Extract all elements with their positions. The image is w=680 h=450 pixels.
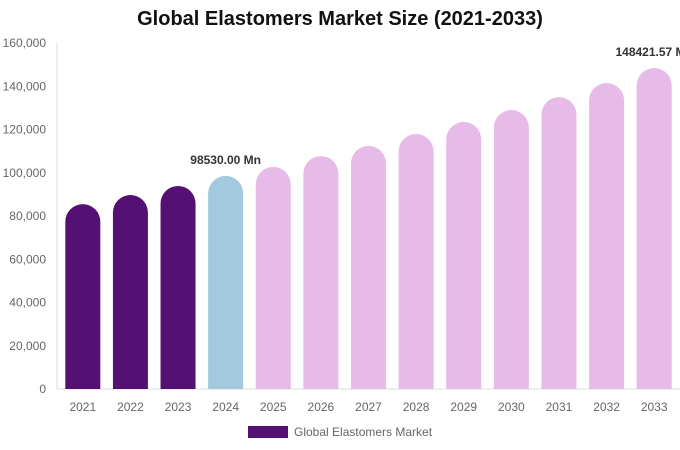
x-tick-label: 2023 — [165, 400, 192, 414]
y-tick-label: 80,000 — [9, 209, 46, 223]
y-tick-label: 160,000 — [3, 36, 47, 50]
bar-2024 — [208, 175, 244, 389]
y-tick-label: 40,000 — [9, 296, 46, 310]
bar-2025 — [255, 166, 291, 389]
data-label: 98530.00 Mn — [190, 153, 261, 167]
x-tick-label: 2021 — [69, 400, 96, 414]
bar-2021 — [65, 204, 101, 389]
bar-2026 — [303, 156, 339, 389]
bar-2029 — [446, 121, 482, 389]
bar-2033 — [636, 68, 672, 389]
x-tick-label: 2030 — [498, 400, 525, 414]
y-tick-label: 0 — [39, 382, 46, 396]
x-tick-label: 2026 — [308, 400, 335, 414]
x-tick-label: 2022 — [117, 400, 144, 414]
x-tick-label: 2024 — [212, 400, 239, 414]
legend-swatch — [248, 426, 288, 438]
bar-2022 — [112, 195, 148, 389]
data-label: 148421.57 Mn — [615, 45, 680, 59]
bar-2030 — [493, 110, 529, 389]
x-tick-label: 2031 — [546, 400, 573, 414]
legend-label: Global Elastomers Market — [294, 425, 433, 439]
x-tick-label: 2027 — [355, 400, 382, 414]
bar-2032 — [589, 83, 625, 389]
y-tick-label: 100,000 — [3, 166, 47, 180]
y-tick-label: 140,000 — [3, 79, 47, 93]
bar-2031 — [541, 97, 577, 389]
legend: Global Elastomers Market — [248, 425, 432, 439]
x-tick-label: 2029 — [450, 400, 477, 414]
y-tick-label: 20,000 — [9, 339, 46, 353]
chart-title: Global Elastomers Market Size (2021-2033… — [137, 8, 543, 30]
x-tick-label: 2032 — [593, 400, 620, 414]
y-tick-label: 120,000 — [3, 123, 47, 137]
y-tick-label: 60,000 — [9, 252, 46, 266]
x-tick-label: 2028 — [403, 400, 430, 414]
bar-2027 — [351, 145, 386, 389]
bar-2028 — [398, 134, 434, 389]
bar-2023 — [160, 185, 196, 389]
x-tick-label: 2025 — [260, 400, 287, 414]
x-tick-label: 2033 — [641, 400, 668, 414]
